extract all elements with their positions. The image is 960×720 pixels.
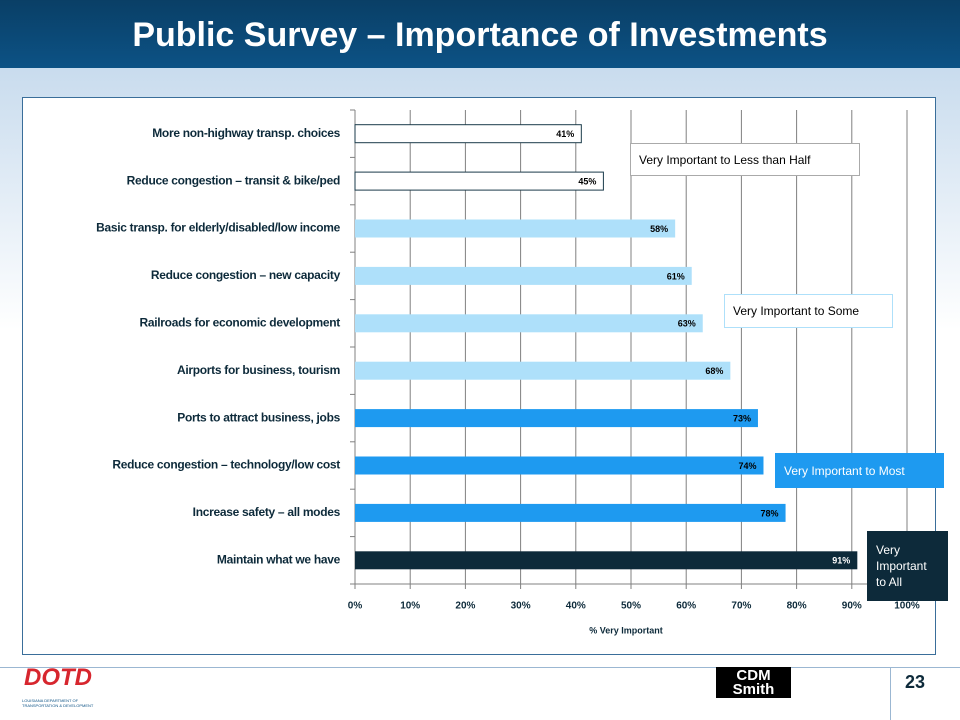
value-label: 78%	[761, 508, 779, 518]
y-tick-label: Railroads for economic development	[139, 315, 340, 329]
dotd-subtitle: LOUISIANA DEPARTMENT OF TRANSPORTATION &…	[22, 698, 94, 708]
bar	[355, 314, 703, 333]
bar	[355, 219, 676, 238]
logo-text: CDM	[736, 667, 771, 684]
x-tick-label: 50%	[621, 601, 641, 612]
x-tick-label: 60%	[676, 601, 696, 612]
value-label: 61%	[667, 271, 685, 281]
bar	[355, 361, 731, 380]
x-tick-label: 30%	[511, 601, 531, 612]
x-tick-label: 100%	[894, 601, 920, 612]
x-tick-label: 40%	[566, 601, 586, 612]
value-label: 41%	[556, 129, 574, 139]
value-label: 58%	[650, 224, 668, 234]
value-label: 45%	[578, 176, 596, 186]
y-tick-label: Reduce congestion – new capacity	[151, 268, 341, 282]
y-tick-label: Reduce congestion – transit & bike/ped	[127, 173, 340, 187]
x-tick-label: 20%	[455, 601, 475, 612]
footer-line	[0, 667, 960, 668]
logo-text: Smith	[732, 681, 775, 698]
x-tick-label: 80%	[787, 601, 807, 612]
bar	[355, 551, 858, 570]
slide-title: Public Survey – Importance of Investment…	[0, 0, 960, 68]
annotation: Very Important to Some	[724, 294, 893, 328]
bar	[355, 503, 786, 522]
bar	[354, 124, 582, 144]
y-tick-label: Maintain what we have	[217, 552, 341, 566]
value-label: 68%	[705, 366, 723, 376]
annotation: Very Important to Less than Half	[630, 143, 860, 176]
x-tick-label: 90%	[842, 601, 862, 612]
x-tick-label: 10%	[400, 601, 420, 612]
x-tick-label: 70%	[731, 601, 751, 612]
annotation: Very Important to All	[867, 531, 948, 601]
y-tick-label: More non-highway transp. choices	[152, 126, 340, 140]
y-tick-label: Increase safety – all modes	[193, 505, 341, 519]
dotd-logo: DOTD	[24, 664, 92, 691]
value-label: 91%	[832, 556, 850, 566]
bar	[355, 409, 758, 428]
y-tick-label: Reduce congestion – technology/low cost	[112, 458, 340, 472]
value-label: 74%	[738, 461, 756, 471]
page-number: 23	[905, 672, 926, 692]
x-axis-label: % Very Important	[589, 625, 663, 635]
y-tick-label: Basic transp. for elderly/disabled/low i…	[96, 221, 341, 235]
y-tick-label: Ports to attract business, jobs	[177, 410, 340, 424]
cdm-smith-logo: CDM Smith	[716, 667, 791, 698]
footer-divider	[890, 667, 891, 720]
annotation: Very Important to Most	[775, 453, 944, 488]
bar	[355, 266, 692, 285]
value-label: 73%	[733, 413, 751, 423]
bar	[355, 456, 764, 475]
x-tick-label: 0%	[348, 601, 363, 612]
y-tick-label: Airports for business, tourism	[177, 363, 340, 377]
value-label: 63%	[678, 319, 696, 329]
bar	[354, 171, 604, 191]
